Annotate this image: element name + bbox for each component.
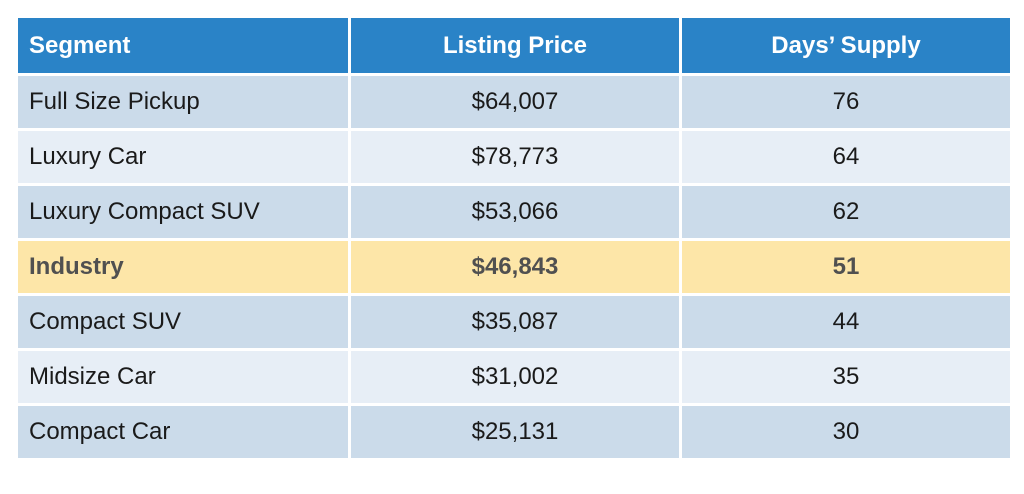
table-row: Luxury Car $78,773 64 (15, 128, 1013, 186)
segment-cell: Luxury Compact SUV (15, 183, 351, 241)
listing-price-cell: $35,087 (348, 293, 682, 351)
days-supply-cell: 62 (679, 183, 1013, 241)
table-row: Compact Car $25,131 30 (15, 403, 1013, 461)
listing-price-cell: $46,843 (348, 238, 682, 296)
segment-table: Segment Listing Price Days’ Supply Full … (15, 15, 1013, 461)
segment-cell: Full Size Pickup (15, 73, 351, 131)
segment-cell: Industry (15, 238, 351, 296)
listing-price-cell: $53,066 (348, 183, 682, 241)
table-row: Full Size Pickup $64,007 76 (15, 73, 1013, 131)
days-supply-cell: 35 (679, 348, 1013, 406)
listing-price-cell: $25,131 (348, 403, 682, 461)
segment-table-container: Segment Listing Price Days’ Supply Full … (15, 15, 1013, 461)
segment-cell: Compact Car (15, 403, 351, 461)
table-row: Luxury Compact SUV $53,066 62 (15, 183, 1013, 241)
days-supply-cell: 44 (679, 293, 1013, 351)
header-listing-price: Listing Price (348, 15, 682, 76)
listing-price-cell: $64,007 (348, 73, 682, 131)
table-row-industry-highlight: Industry $46,843 51 (15, 238, 1013, 296)
days-supply-cell: 64 (679, 128, 1013, 186)
days-supply-cell: 30 (679, 403, 1013, 461)
listing-price-cell: $31,002 (348, 348, 682, 406)
segment-cell: Luxury Car (15, 128, 351, 186)
table-row: Compact SUV $35,087 44 (15, 293, 1013, 351)
segment-cell: Midsize Car (15, 348, 351, 406)
table-row: Midsize Car $31,002 35 (15, 348, 1013, 406)
listing-price-cell: $78,773 (348, 128, 682, 186)
table-header-row: Segment Listing Price Days’ Supply (15, 15, 1013, 76)
header-days-supply: Days’ Supply (679, 15, 1013, 76)
header-segment: Segment (15, 15, 351, 76)
days-supply-cell: 76 (679, 73, 1013, 131)
segment-cell: Compact SUV (15, 293, 351, 351)
days-supply-cell: 51 (679, 238, 1013, 296)
